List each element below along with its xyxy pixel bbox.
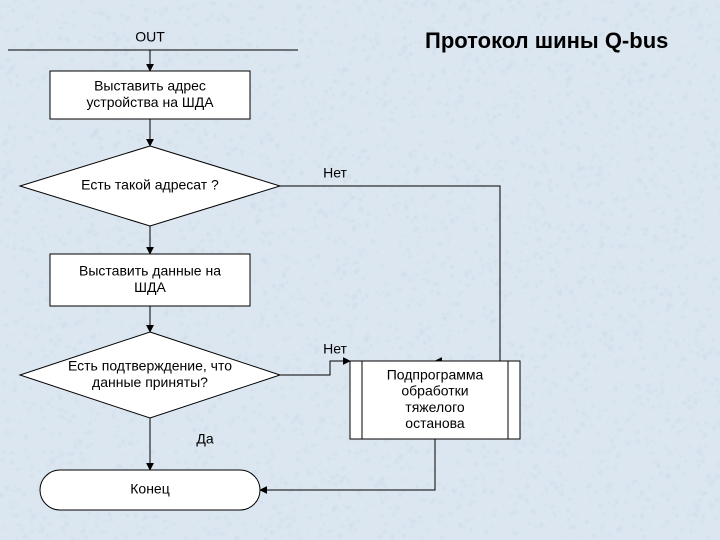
edge-label: Нет xyxy=(323,341,347,357)
node-label: обработки xyxy=(401,383,468,399)
flowchart: OUT Да Нет Нет Выставить адресустройства на … xyxy=(0,0,720,540)
node-sub: Подпрограммаобработкитяжелогоостанова xyxy=(350,361,520,439)
node-label: Выставить данные на xyxy=(79,263,221,279)
node-end: Конец xyxy=(40,470,260,510)
node-n1: Выставить адресустройства на ШДА xyxy=(50,71,250,119)
edge-label: Нет xyxy=(323,165,347,181)
start-label: OUT xyxy=(135,29,165,45)
node-label: устройства на ШДА xyxy=(86,94,214,110)
edge-label: Да xyxy=(196,431,213,447)
node-label: останова xyxy=(405,415,465,431)
page-title: Протокол шины Q-bus xyxy=(425,28,668,54)
edge xyxy=(260,439,435,490)
node-n2: Выставить данные наШДА xyxy=(50,254,250,306)
edge xyxy=(280,186,500,361)
node-label: Конец xyxy=(130,481,169,497)
node-d1: Есть такой адресат ? xyxy=(20,146,280,226)
node-label: ШДА xyxy=(134,279,166,295)
node-d2: Есть подтверждение, чтоданные приняты? xyxy=(20,332,280,418)
node-label: Подпрограмма xyxy=(387,367,484,383)
node-label: Есть подтверждение, что xyxy=(68,358,232,374)
edge xyxy=(280,361,350,375)
node-label: тяжелого xyxy=(405,399,465,415)
node-label: Есть такой адресат ? xyxy=(81,177,219,193)
node-label: Выставить адрес xyxy=(94,78,206,94)
node-label: данные приняты? xyxy=(92,374,208,390)
